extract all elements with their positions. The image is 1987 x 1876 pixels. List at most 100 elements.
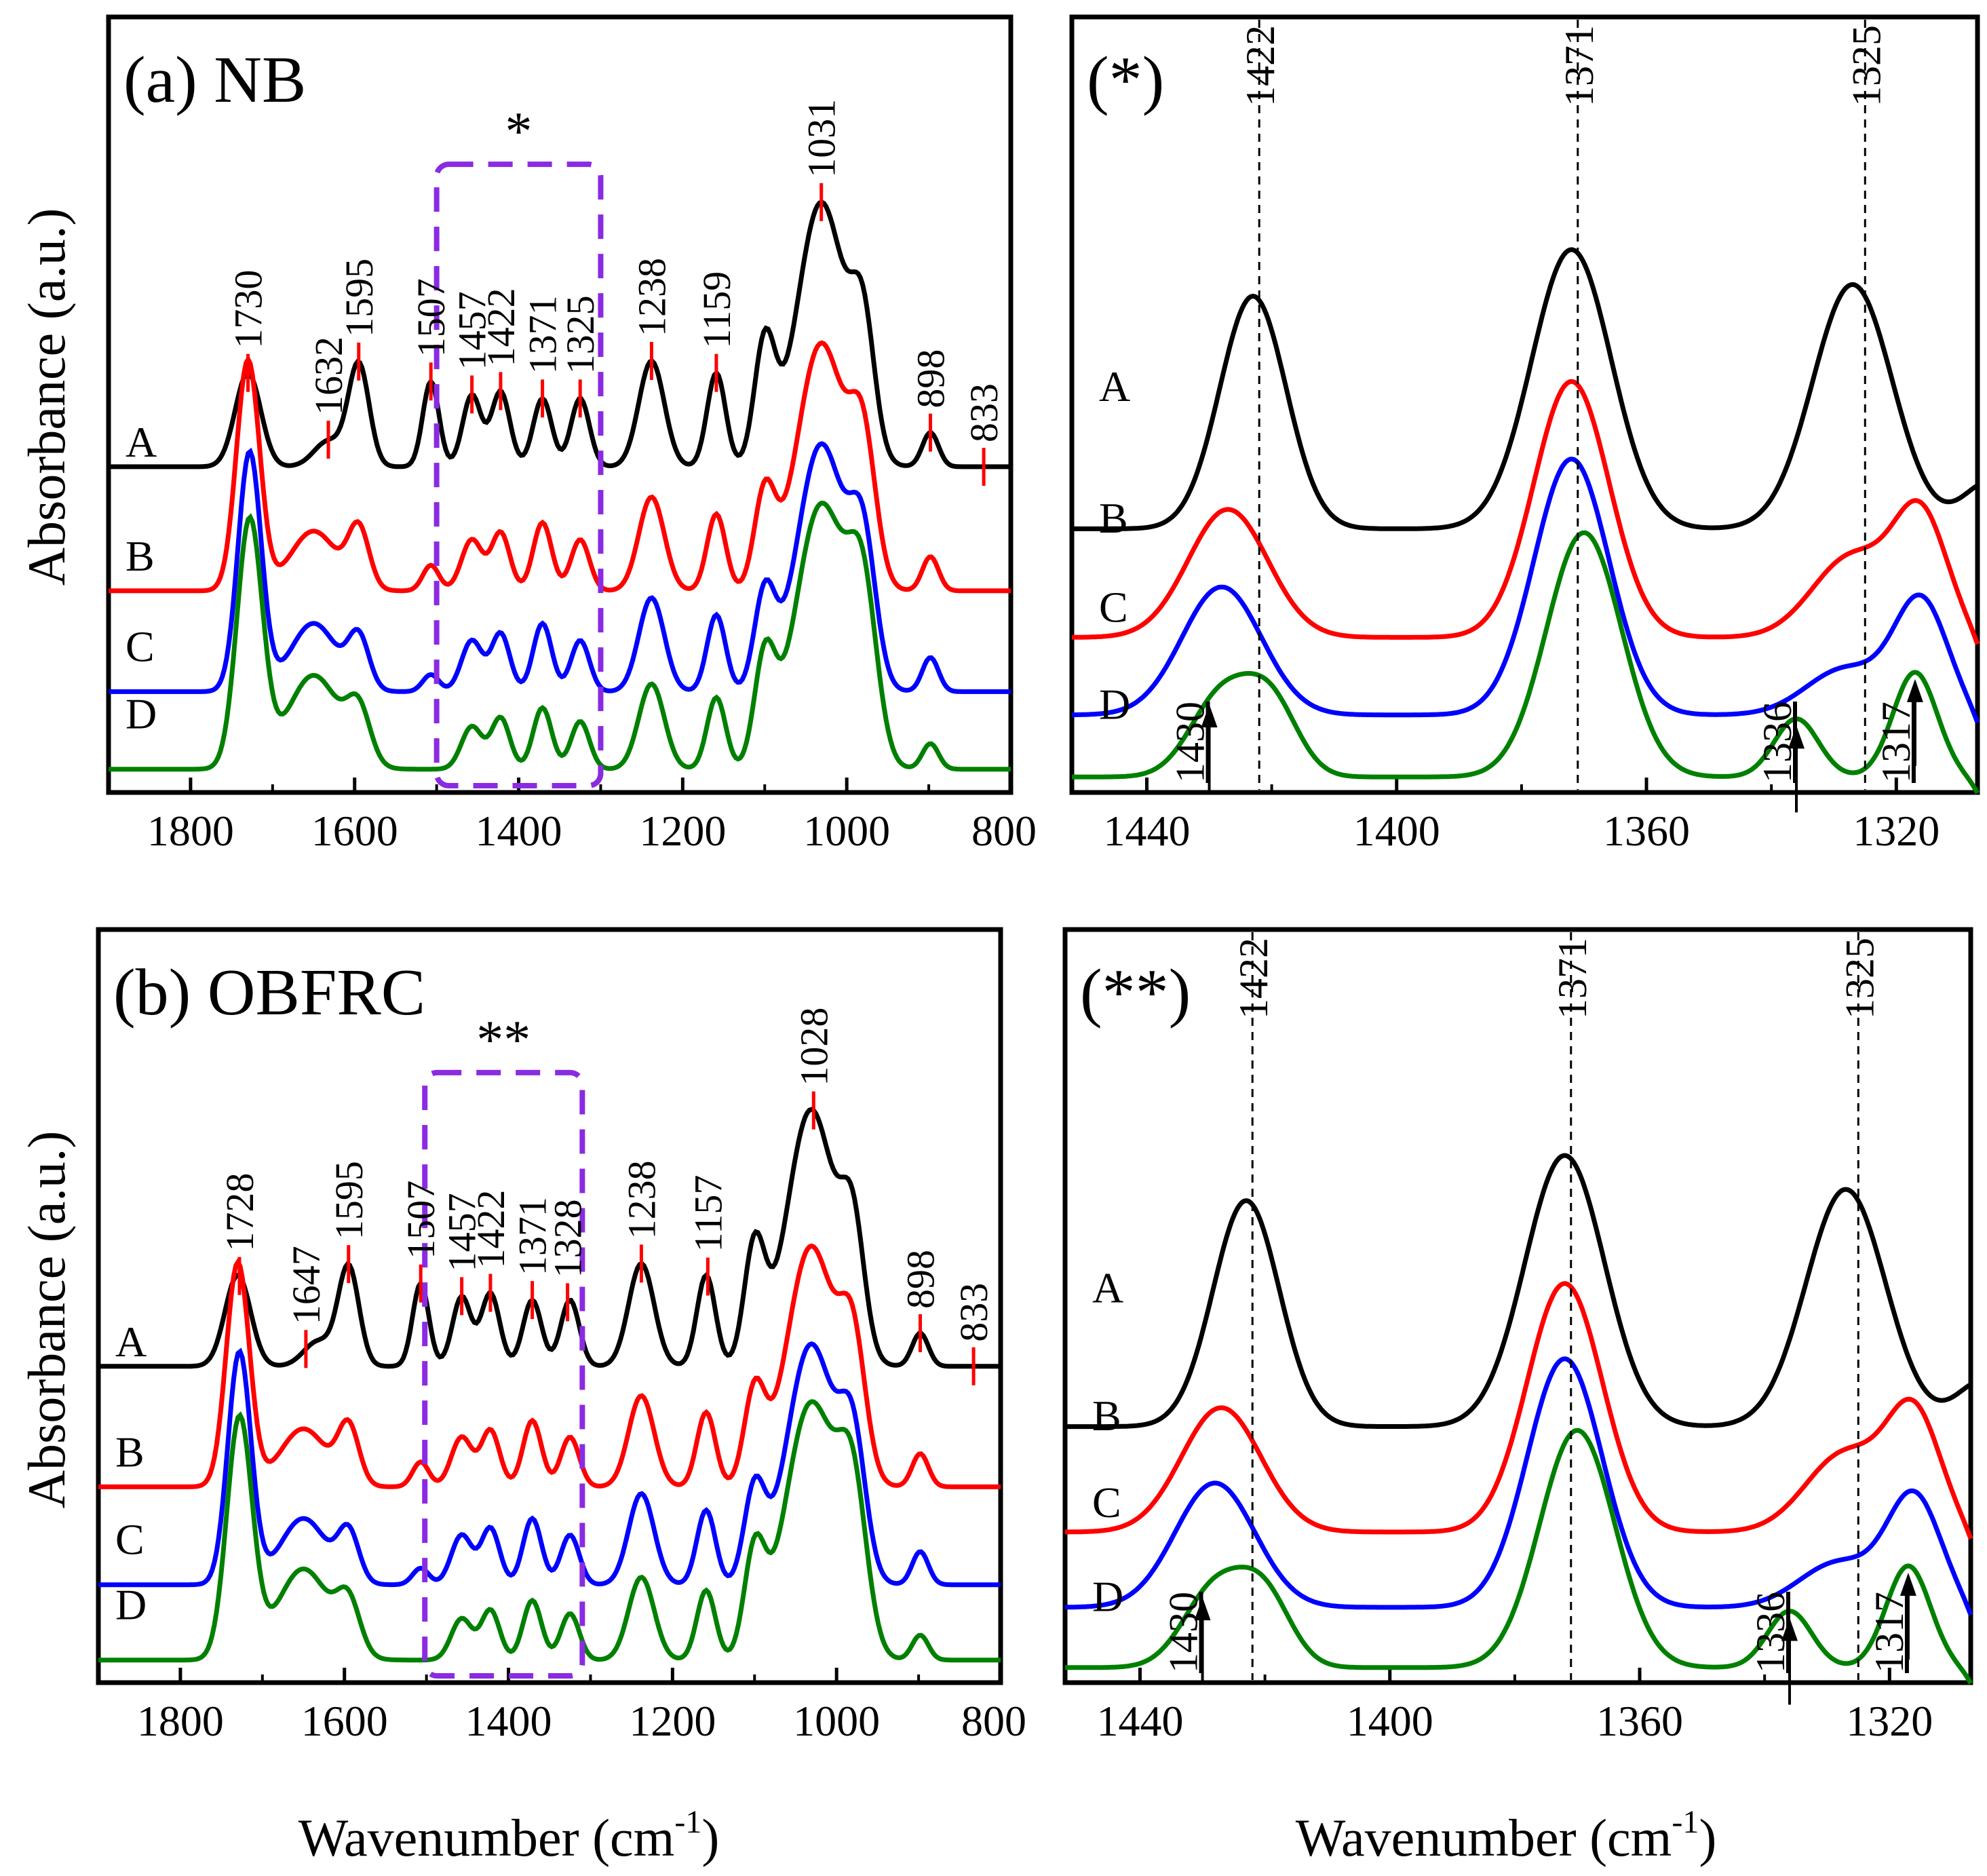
x-tick-label: 1000	[793, 1697, 880, 1745]
peak-label-1238: 1238	[619, 1160, 663, 1239]
series-A-line	[98, 1107, 1001, 1369]
x-tick-label: 1600	[301, 1697, 388, 1745]
series-D-line	[1072, 530, 1980, 795]
x-tick-label: 1400	[476, 807, 562, 855]
highlight-box	[433, 161, 604, 789]
x-tick-label: 1440	[1103, 807, 1190, 855]
arrow-label-1336: 1336	[1755, 702, 1800, 783]
peak-label-1328: 1328	[546, 1199, 590, 1278]
x-axis-label-right-main: Wavenumber (cm	[1296, 1808, 1672, 1867]
panel-b-obfrc: 1800 1600 1400 1200 1000 800 (b) OBFRC A BCD ** 17…	[96, 927, 1026, 1745]
series-D-line	[1065, 1428, 1973, 1685]
series-C-line	[98, 1341, 1001, 1588]
x-tick-label: 1400	[1347, 1697, 1433, 1745]
panel-star-zoom: 1440 1400 1360 1320 (*) A BCD 1422 1371 1325 1430 1…	[1069, 14, 1980, 855]
peak-label-1728: 1728	[218, 1173, 262, 1252]
panel-double-star-zoom: 1440 1400 1360 1320 (**) A BCD 1422 1371 1325 1430…	[1062, 927, 1973, 1745]
series-C-line	[1064, 1356, 1973, 1616]
series-B-line	[1065, 1281, 1973, 1540]
peak-label-1028: 1028	[792, 1008, 836, 1086]
series-A-line	[1072, 247, 1979, 531]
arrow-head-1336	[1781, 1617, 1798, 1641]
series-label-B: B	[115, 1428, 144, 1476]
x-tick-label: 1360	[1603, 807, 1690, 855]
arrow-head-1317	[1906, 678, 1923, 702]
series-label-B: B	[1099, 494, 1128, 542]
panel-title: (b) OBFRC	[113, 956, 425, 1029]
plot-frame	[1062, 927, 1973, 1685]
arrow-head-1336	[1788, 725, 1805, 749]
panel-title: (**)	[1080, 956, 1191, 1029]
x-tick-label: 1400	[1353, 807, 1440, 855]
peak-label-1371: 1371	[511, 1197, 555, 1276]
x-axis-label-left-close: )	[701, 1808, 719, 1867]
series-A-line	[1065, 1153, 1972, 1430]
series-label-A: A	[126, 418, 157, 466]
panel-a-nb: 1800 1600 1400 1200 1000 800 (a) NB A BCD * 1730 16…	[106, 14, 1037, 855]
x-tick-label: 1200	[639, 807, 726, 855]
series-label-C: C	[126, 622, 155, 670]
x-tick-label: 1800	[137, 1697, 224, 1745]
arrow-label-1336: 1336	[1748, 1592, 1793, 1673]
x-axis-label-left: Wavenumber (cm-1)	[298, 1804, 720, 1867]
highlight-box-label: **	[476, 1010, 530, 1070]
x-axis-label-right: Wavenumber (cm-1)	[1296, 1804, 1717, 1867]
series-A-line	[109, 199, 1011, 470]
x-tick-label: 1440	[1096, 1697, 1183, 1745]
series-label-C: C	[1092, 1478, 1121, 1527]
peak-label-1595: 1595	[327, 1161, 371, 1240]
series-label-A: A	[115, 1318, 147, 1366]
peak-label-1730: 1730	[227, 270, 271, 349]
arrow-label-1317: 1317	[1874, 702, 1918, 783]
peak-label-1507: 1507	[399, 1181, 443, 1259]
series-B-line	[98, 1243, 1001, 1489]
plot-frame	[1069, 14, 1980, 795]
y-axis-label-bottom: Absorbance (a.u.)	[17, 1131, 76, 1509]
peak-label-1238: 1238	[630, 258, 674, 337]
plot-frame	[106, 14, 1014, 795]
peak-label-1157: 1157	[686, 1175, 730, 1252]
x-tick-label: 1400	[465, 1697, 552, 1745]
peak-label-1457: 1457	[440, 1193, 484, 1271]
reference-label-1422: 1422	[1238, 25, 1283, 107]
peak-label-1422: 1422	[479, 288, 523, 366]
x-tick-label: 1800	[147, 807, 234, 855]
series-label-D: D	[1099, 680, 1130, 728]
peak-label-1632: 1632	[307, 337, 351, 415]
peak-label-1325: 1325	[558, 295, 602, 374]
peak-label-833: 833	[962, 383, 1006, 442]
series-label-A: A	[1099, 362, 1130, 410]
reference-label-1371: 1371	[1557, 25, 1602, 107]
peak-label-833: 833	[952, 1283, 996, 1342]
series-label-D: D	[126, 690, 157, 738]
peak-label-1507: 1507	[409, 278, 453, 357]
series-label-D: D	[115, 1581, 147, 1629]
arrow-label-1317: 1317	[1867, 1592, 1912, 1673]
panel-title: (*)	[1087, 43, 1164, 117]
peak-label-1031: 1031	[800, 99, 844, 178]
series-D-line	[98, 1399, 1001, 1663]
arrow-label-1430: 1430	[1161, 1592, 1206, 1673]
series-label-D: D	[1092, 1573, 1123, 1621]
peak-label-898: 898	[909, 349, 953, 408]
x-axis-label-right-close: )	[1699, 1808, 1716, 1867]
x-tick-label: 1320	[1846, 1697, 1933, 1745]
x-tick-label: 1320	[1853, 807, 1940, 855]
highlight-box	[422, 1069, 585, 1679]
x-tick-label: 800	[971, 807, 1037, 855]
reference-label-1325: 1325	[1844, 25, 1889, 107]
peak-label-1159: 1159	[695, 271, 739, 349]
reference-label-1422: 1422	[1231, 938, 1276, 1019]
peak-label-1371: 1371	[521, 295, 565, 374]
series-label-C: C	[1099, 583, 1128, 632]
series-C-line	[109, 441, 1011, 694]
x-tick-label: 1200	[629, 1697, 716, 1745]
reference-label-1325: 1325	[1837, 938, 1882, 1019]
series-label-B: B	[126, 532, 155, 580]
peak-label-1422: 1422	[469, 1189, 513, 1268]
series-label-A: A	[1092, 1263, 1123, 1312]
x-tick-label: 1360	[1596, 1697, 1683, 1745]
x-axis-label-right-sup: -1	[1672, 1804, 1699, 1840]
arrow-head-1430	[1194, 1597, 1211, 1621]
